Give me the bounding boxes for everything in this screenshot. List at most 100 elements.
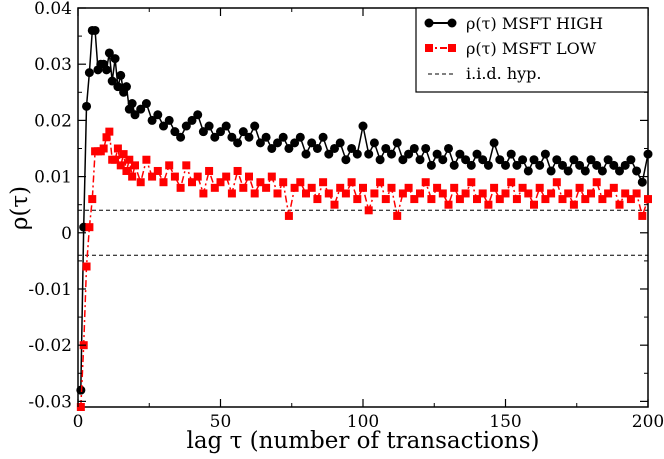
series-point bbox=[569, 200, 578, 209]
series-point bbox=[105, 127, 114, 136]
series-point bbox=[529, 155, 539, 165]
series-point bbox=[341, 155, 351, 165]
series-point bbox=[535, 183, 544, 192]
series-point bbox=[558, 160, 567, 170]
series-point bbox=[141, 99, 151, 109]
series-point bbox=[501, 189, 510, 198]
y-tick-label-4: 0.01 bbox=[34, 168, 72, 188]
series-point bbox=[116, 161, 125, 170]
series-point bbox=[221, 121, 231, 131]
series-point bbox=[199, 189, 208, 198]
series-point bbox=[82, 101, 92, 111]
series-point bbox=[586, 155, 596, 165]
series-point bbox=[518, 183, 527, 192]
series-point bbox=[125, 155, 134, 164]
legend-entry-high: ρ(τ) MSFT HIGH bbox=[424, 14, 603, 33]
series-point bbox=[210, 183, 219, 192]
series-point bbox=[104, 48, 114, 58]
series-point bbox=[404, 183, 413, 192]
series-point bbox=[490, 183, 499, 192]
series-point bbox=[284, 143, 294, 153]
series-point bbox=[347, 143, 357, 153]
series-point bbox=[324, 189, 333, 198]
series-point bbox=[165, 161, 174, 170]
series-point bbox=[153, 166, 162, 175]
series-point bbox=[547, 189, 556, 198]
series-point bbox=[239, 183, 248, 192]
series-0 bbox=[76, 25, 653, 395]
series-point bbox=[615, 200, 624, 209]
series-point bbox=[116, 70, 126, 80]
iid-band-lines bbox=[78, 209, 648, 256]
series-point bbox=[136, 104, 146, 114]
series-point bbox=[626, 195, 635, 204]
series-point bbox=[376, 178, 385, 187]
series-point bbox=[170, 127, 180, 137]
series-point bbox=[506, 149, 516, 159]
series-point bbox=[461, 189, 470, 198]
series-point bbox=[489, 138, 499, 148]
series-point bbox=[512, 195, 521, 204]
series-point bbox=[187, 115, 197, 125]
series-point bbox=[119, 150, 128, 159]
series-point bbox=[621, 189, 630, 198]
series-point bbox=[159, 121, 168, 131]
series-point bbox=[204, 121, 214, 131]
series-point bbox=[483, 160, 493, 170]
series-point bbox=[273, 138, 282, 148]
series-point bbox=[313, 195, 322, 204]
series-point bbox=[518, 155, 528, 165]
series-point bbox=[580, 166, 590, 176]
series-point bbox=[193, 110, 203, 120]
series-point bbox=[643, 149, 653, 159]
legend-low-label: ρ(τ) MSFT LOW bbox=[466, 39, 597, 58]
series-point bbox=[644, 195, 652, 204]
series-point bbox=[398, 189, 407, 198]
series-layer bbox=[76, 25, 653, 411]
series-point bbox=[296, 178, 305, 187]
series-point bbox=[233, 138, 243, 148]
series-point bbox=[319, 178, 328, 187]
series-point bbox=[592, 160, 602, 170]
series-point bbox=[398, 155, 408, 165]
series-point bbox=[421, 143, 431, 153]
series-point bbox=[85, 223, 94, 232]
series-point bbox=[404, 149, 414, 159]
series-point bbox=[501, 160, 510, 170]
axes: 0 50 100 150 200 -0.03 -0.02 -0.01 0 0.01 0.02 0.03… bbox=[28, 0, 664, 432]
series-point bbox=[569, 155, 579, 165]
series-point bbox=[88, 195, 97, 204]
series-point bbox=[330, 200, 339, 209]
series-point bbox=[615, 166, 624, 176]
legend-iid-label: i.i.d. hyp. bbox=[466, 64, 542, 83]
x-tick-label-3: 150 bbox=[489, 412, 521, 432]
series-point bbox=[198, 127, 208, 137]
series-point bbox=[444, 143, 453, 153]
series-point bbox=[546, 166, 556, 176]
series-point bbox=[638, 211, 647, 220]
series-point bbox=[609, 183, 618, 192]
series-point bbox=[353, 195, 362, 204]
series-point bbox=[416, 189, 424, 198]
series-point bbox=[523, 166, 533, 176]
series-point bbox=[122, 166, 131, 175]
series-point bbox=[472, 149, 482, 159]
series-point bbox=[484, 200, 493, 209]
legend-low-marker-right bbox=[448, 44, 456, 52]
series-point bbox=[421, 178, 430, 187]
series-point bbox=[478, 155, 488, 165]
series-point bbox=[245, 172, 253, 181]
series-point bbox=[262, 183, 271, 192]
series-point bbox=[148, 172, 157, 181]
series-point bbox=[432, 149, 442, 159]
series-point bbox=[587, 189, 595, 198]
series-point bbox=[637, 177, 647, 187]
series-point bbox=[182, 161, 191, 170]
series-point bbox=[222, 172, 231, 181]
series-point bbox=[290, 183, 299, 192]
series-point bbox=[438, 189, 447, 198]
series-point bbox=[130, 110, 140, 120]
series-point bbox=[564, 189, 573, 198]
series-point bbox=[603, 155, 613, 165]
series-point bbox=[238, 127, 248, 137]
